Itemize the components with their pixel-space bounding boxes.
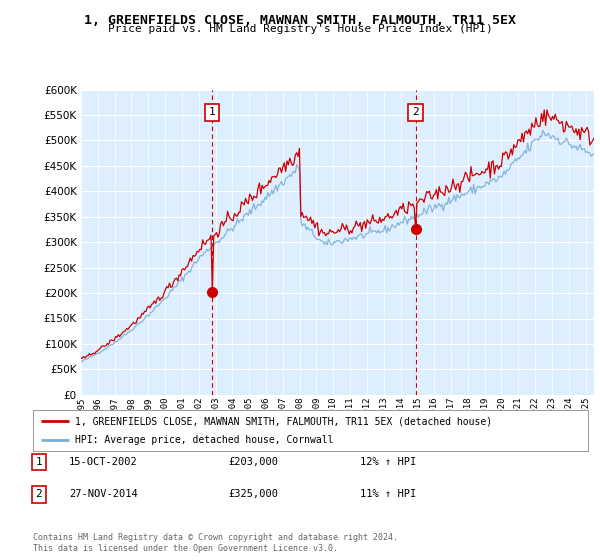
- Text: 2: 2: [35, 489, 43, 500]
- Text: 1: 1: [35, 457, 43, 467]
- Text: 11% ↑ HPI: 11% ↑ HPI: [360, 489, 416, 500]
- Text: 1, GREENFIELDS CLOSE, MAWNAN SMITH, FALMOUTH, TR11 5EX (detached house): 1, GREENFIELDS CLOSE, MAWNAN SMITH, FALM…: [74, 417, 492, 426]
- Text: 2: 2: [412, 108, 419, 118]
- Text: £325,000: £325,000: [228, 489, 278, 500]
- Text: 12% ↑ HPI: 12% ↑ HPI: [360, 457, 416, 467]
- Text: Price paid vs. HM Land Registry's House Price Index (HPI): Price paid vs. HM Land Registry's House …: [107, 24, 493, 34]
- Text: 1: 1: [209, 108, 215, 118]
- Text: £203,000: £203,000: [228, 457, 278, 467]
- Text: HPI: Average price, detached house, Cornwall: HPI: Average price, detached house, Corn…: [74, 435, 333, 445]
- Text: 27-NOV-2014: 27-NOV-2014: [69, 489, 138, 500]
- Text: Contains HM Land Registry data © Crown copyright and database right 2024.
This d: Contains HM Land Registry data © Crown c…: [33, 533, 398, 553]
- Text: 1, GREENFIELDS CLOSE, MAWNAN SMITH, FALMOUTH, TR11 5EX: 1, GREENFIELDS CLOSE, MAWNAN SMITH, FALM…: [84, 14, 516, 27]
- Text: 15-OCT-2002: 15-OCT-2002: [69, 457, 138, 467]
